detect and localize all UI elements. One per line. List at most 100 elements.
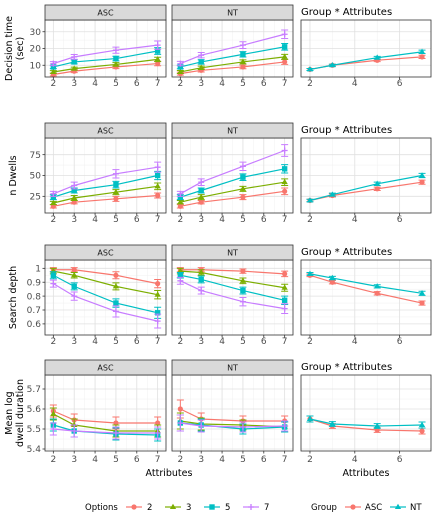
data-point-NT	[306, 415, 314, 421]
data-point-3	[239, 277, 247, 283]
strip-label: NT	[227, 127, 238, 136]
data-point-3	[50, 68, 57, 74]
x-tick-label: 6	[397, 455, 403, 465]
legend-label: 3	[186, 503, 191, 513]
y-tick-label: 50	[30, 172, 42, 182]
x-axis-title: Attributes	[146, 468, 193, 479]
y-tick-label: 5.5	[27, 425, 41, 435]
x-tick-label: 3	[198, 455, 204, 465]
series-line-7	[53, 428, 158, 434]
x-tick-label: 4	[219, 79, 225, 89]
data-point-ASC	[374, 186, 380, 192]
data-point-7	[177, 60, 184, 67]
data-point-NT	[306, 270, 314, 276]
data-point-3	[154, 56, 161, 62]
x-tick-label: 4	[352, 455, 358, 465]
strip-label: ASC	[97, 127, 114, 136]
data-point-ASC	[419, 428, 425, 434]
data-point-7	[281, 305, 288, 312]
series-line-ASC	[309, 418, 423, 432]
data-point-7	[154, 318, 161, 325]
x-tick-label: 4	[352, 79, 358, 89]
data-point-7	[112, 47, 119, 54]
data-point-3	[154, 183, 161, 189]
y-axis-title: Search depth	[8, 266, 19, 329]
data-point-7	[154, 430, 161, 436]
data-point-7	[50, 60, 57, 67]
facet-nt-panel: NT 2 3 4 5 6 7	[171, 4, 294, 89]
data-point-3	[112, 61, 120, 67]
data-point-3	[71, 271, 78, 278]
data-point-5	[240, 174, 246, 180]
y-tick-label: 20	[30, 45, 42, 55]
data-point-3	[71, 194, 78, 200]
x-tick-label: 7	[155, 79, 161, 89]
strip-background	[171, 4, 294, 21]
panel-title: Group * Attributes	[301, 247, 392, 258]
legend-title: Options	[85, 503, 118, 513]
data-point-7	[50, 426, 57, 432]
x-tick-label: 7	[282, 455, 288, 465]
strip-label: ASC	[97, 9, 114, 18]
x-tick-label: 2	[307, 215, 313, 225]
y-tick-label: 0.9	[27, 278, 42, 288]
x-tick-label: 7	[282, 215, 288, 225]
x-tick-label: 6	[134, 79, 140, 89]
series-line-3	[53, 413, 158, 432]
series-line-2	[180, 190, 285, 207]
x-tick-label: 6	[134, 337, 140, 347]
x-tick-label: 4	[219, 215, 225, 225]
data-point-ASC	[374, 290, 380, 296]
x-tick-label: 7	[282, 79, 288, 89]
data-point-7	[50, 190, 57, 197]
data-point-ASC	[419, 54, 425, 60]
strip-label: ASC	[97, 364, 114, 373]
series-line-2	[53, 269, 158, 285]
legend-label: ASC	[365, 503, 382, 513]
data-point-7	[198, 287, 205, 294]
data-point-2	[155, 281, 161, 287]
data-point-5	[71, 187, 77, 194]
y-tick-label: 0.8	[27, 292, 42, 302]
legend-key-NT	[394, 503, 402, 509]
x-tick-label: 5	[113, 455, 119, 465]
facet-nt-panel: NT 2 3 4 5 6 7	[171, 122, 294, 225]
data-point-2	[113, 196, 119, 202]
data-point-ASC	[419, 179, 425, 185]
data-point-7	[71, 428, 78, 434]
y-axis-title: (sec)	[15, 37, 26, 60]
panel-title: Group * Attributes	[301, 7, 392, 18]
series-line-3	[180, 270, 285, 289]
data-point-NT	[306, 66, 314, 72]
data-point-7	[177, 190, 184, 197]
legend-key-3	[169, 503, 177, 509]
data-point-5	[113, 300, 119, 306]
data-point-NT	[329, 61, 336, 68]
data-point-2	[155, 192, 161, 199]
x-tick-label: 2	[50, 215, 56, 225]
data-point-5	[154, 172, 161, 179]
y-tick-label: 10	[30, 61, 42, 71]
facet-asc-panel: ASC 2 3 4 5 6 7 10 20 30	[30, 4, 167, 89]
series-line-7	[180, 149, 285, 195]
data-point-ASC	[419, 300, 425, 306]
series-line-5	[180, 274, 285, 301]
series-line-5	[53, 50, 158, 68]
x-tick-label: 4	[219, 455, 225, 465]
data-point-2	[240, 268, 246, 274]
data-point-7	[198, 423, 205, 429]
data-point-3	[198, 193, 205, 200]
data-point-7	[239, 163, 246, 170]
facet-asc-panel: ASC 2 3 4 5 6 7 5.4 5.5 5.6 5.7	[27, 359, 167, 465]
facet-nt-panel: NT 2 3 4 5 6 7	[171, 359, 294, 465]
x-tick-label: 4	[92, 79, 98, 89]
data-point-2	[240, 194, 246, 200]
y-tick-label: 0.6	[27, 320, 42, 330]
data-point-7	[281, 423, 288, 429]
x-tick-label: 2	[307, 337, 313, 347]
strip-background	[44, 359, 167, 376]
x-tick-label: 2	[50, 455, 56, 465]
series-line-3	[53, 58, 158, 73]
data-point-5	[154, 310, 161, 316]
data-point-NT	[374, 283, 381, 289]
